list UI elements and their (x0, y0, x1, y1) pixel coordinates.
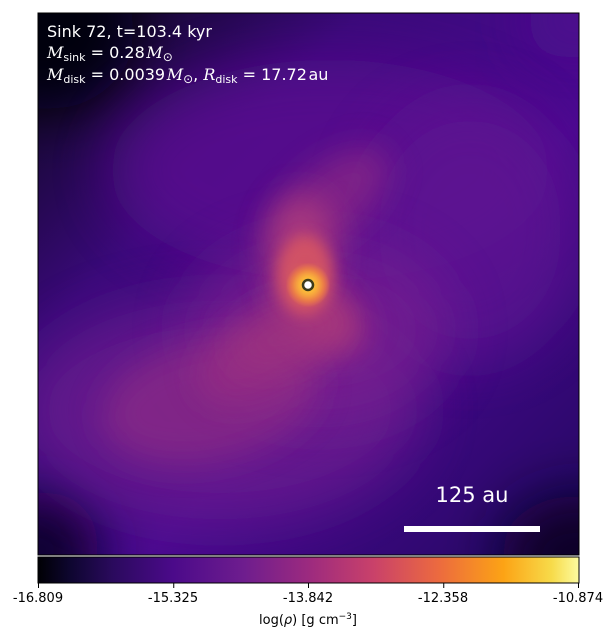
rdisk-symbol: R (203, 65, 216, 84)
sink-title: Sink 72, t=103.4 kyr (47, 22, 212, 41)
scale-bar (404, 526, 540, 532)
colorbar-label-exponent: −3 (338, 612, 352, 622)
sink-mass-label: Msink = 0.28 M⊙ (47, 42, 173, 68)
solar-symbol-2: ⊙ (183, 72, 194, 86)
rdisk-value: = 17.72 (242, 65, 307, 84)
rdisk-unit: au (308, 65, 329, 84)
colorbar-label: log(ρ) [g cm−3] (259, 612, 357, 628)
plot-frame (37, 12, 580, 556)
colorbar (37, 556, 580, 584)
colorbar-tick-label: -16.809 (12, 591, 64, 606)
colorbar-label-suffix: ) [g cm (292, 613, 339, 628)
colorbar-tick-label: -15.325 (147, 591, 199, 606)
colorbar-tick-label: -10.874 (552, 591, 604, 606)
mdisk-value: = 0.0039 (90, 65, 166, 84)
colorbar-label-end: ] (351, 613, 357, 628)
mdisk-subscript: disk (63, 73, 86, 86)
density-map (38, 13, 579, 555)
mdisk-unit-m: M (166, 65, 184, 84)
msink-subscript: sink (63, 51, 86, 64)
disk-properties-label: Mdisk = 0.0039 M⊙, Rdisk = 17.72 au (47, 65, 329, 86)
solar-symbol: ⊙ (162, 50, 173, 64)
rdisk-subscript: disk (215, 73, 238, 86)
colorbar-ticks (38, 583, 579, 588)
msink-value: = 0.28 (90, 43, 145, 62)
scale-bar-label: 125 au (435, 483, 509, 507)
mdisk-symbol: M (47, 65, 64, 84)
sink-marker (301, 278, 315, 292)
colorbar-tick-label: -13.842 (282, 591, 334, 606)
colorbar-tick-label: -12.358 (417, 591, 469, 606)
msink-symbol: M (47, 43, 64, 62)
colorbar-label-prefix: log( (259, 613, 284, 628)
msink-unit-m: M (146, 43, 163, 62)
rho-symbol: ρ (283, 613, 293, 628)
